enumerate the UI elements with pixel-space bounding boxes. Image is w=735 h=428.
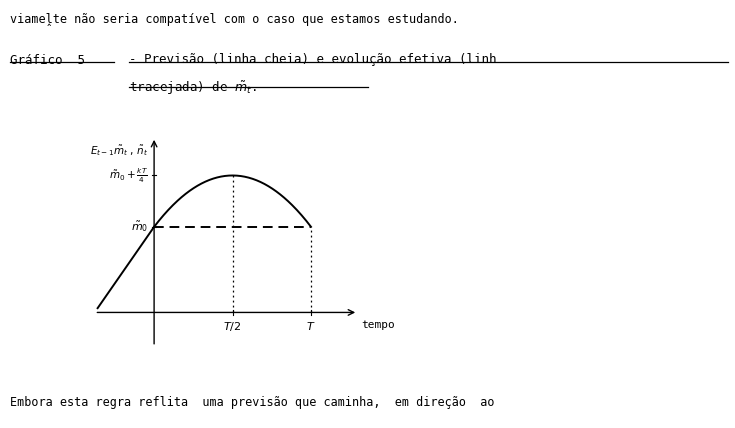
Text: $\tilde{m}_0+\frac{kT}{4}$: $\tilde{m}_0+\frac{kT}{4}$ — [110, 166, 148, 185]
Text: $\tilde{m}_0$: $\tilde{m}_0$ — [131, 220, 148, 234]
Text: Embora esta regra reflita  uma previsão que caminha,  em direção  ao: Embora esta regra reflita uma previsão q… — [10, 396, 494, 409]
Text: $E_{t-1}\tilde{m}_t$ , $\tilde{n}_t$: $E_{t-1}\tilde{m}_t$ , $\tilde{n}_t$ — [90, 143, 148, 158]
Text: tempo: tempo — [361, 320, 395, 330]
Text: tracejada) de $\tilde{m}_t$.: tracejada) de $\tilde{m}_t$. — [129, 79, 257, 97]
Text: Gráfico  5: Gráfico 5 — [10, 54, 85, 66]
Text: $T/2$: $T/2$ — [223, 320, 242, 333]
Text: - Previsão (linha cheia) e evolução efetiva (linh: - Previsão (linha cheia) e evolução efet… — [129, 54, 496, 66]
Text: viameḽte não seria compatível com o caso que estamos estudando.: viameḽte não seria compatível com o caso… — [10, 13, 459, 26]
Text: $T$: $T$ — [306, 320, 316, 332]
